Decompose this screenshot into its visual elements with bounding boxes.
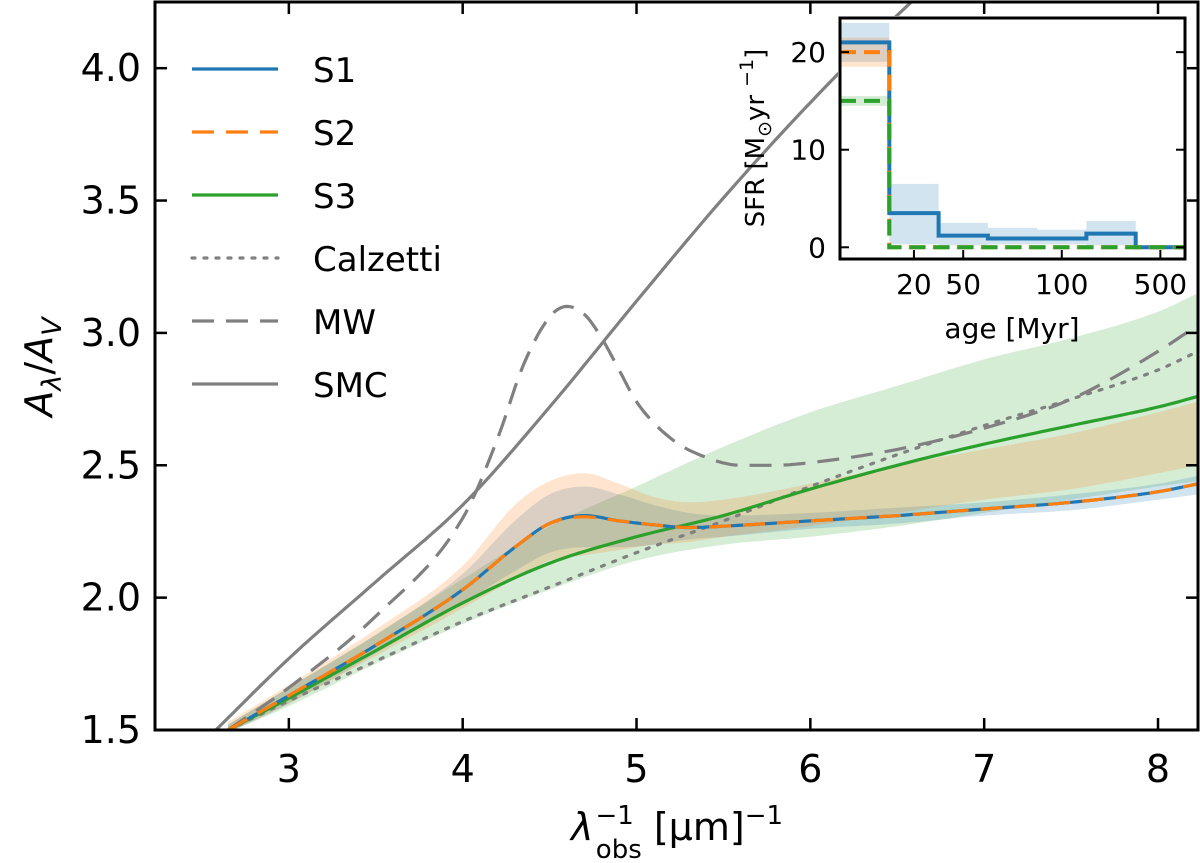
x-tick-label: 5 [624,747,648,791]
main-axes [153,0,1200,732]
inset-step-s3 [840,98,1185,250]
y-tick-label: 2.0 [81,576,141,620]
y-label-a: A [17,391,61,420]
line-mw [227,304,1198,730]
inset-x-tick-label: 100 [1035,268,1088,301]
band-s2 [228,401,1198,730]
legend-label-calzetti: Calzetti [313,240,442,280]
x-label-unit: [μm] [642,805,745,849]
y-axis-label: Aλ/AV [17,315,68,420]
x-tick-label: 8 [1146,747,1170,791]
inset-y-label-main: SFR [M [741,137,771,227]
inset-x-tick-label: 20 [896,268,932,301]
line-s2 [227,482,1198,730]
inset-x-axis-label: age [Myr] [944,312,1079,345]
inset-sfr-chart: 20 50 100 500 0 10 20 age [Myr] SFR [M⊙yr −1] [736,16,1187,345]
y-label-a2: A [17,336,61,365]
y-label-lambda: λ [37,375,68,393]
band-s3 [228,293,1198,730]
x-axis-label: λ−1 obs [μm]−1 [569,801,783,863]
inset-band-s1 [987,227,1038,245]
y-label-slash: / [17,362,61,375]
y-tick-label: 1.5 [81,708,141,752]
main-ticks: 3 4 5 6 7 8 1.5 2.0 2.5 3.0 3.5 4.0 [81,2,1198,791]
inset-background [838,16,1187,261]
y-label-v: V [37,315,68,336]
x-label-sub: obs [596,835,642,863]
main-curves [214,2,1198,730]
inset-plot-frame [838,16,1187,261]
x-label-unit-sup: −1 [745,801,783,831]
inset-x-tick-label: 50 [945,268,981,301]
inset-y-label-sub: ⊙ [754,121,776,137]
legend-label-s2: S2 [313,114,356,154]
legend: S1 S2 S3 Calzetti MW SMC [190,51,442,406]
legend-label-mw: MW [313,303,376,343]
inset-y-label-sup: −1 [736,59,758,87]
inset-steps [840,40,1185,250]
x-tick-label: 7 [972,747,996,791]
legend-label-smc: SMC [313,366,388,406]
inset-y-tick-label: 10 [790,134,826,167]
main-plot-frame [153,0,1200,732]
x-tick-label: 3 [277,747,301,791]
x-tick-label: 4 [451,747,475,791]
y-tick-label: 3.0 [81,311,141,355]
x-tick-label: 6 [798,747,822,791]
y-tick-label: 3.5 [81,179,141,223]
legend-label-s1: S1 [313,51,356,91]
inset-y-tick-label: 0 [808,231,826,264]
main-uncertainty-bands [228,293,1198,730]
inset-y-label-tail: yr [741,95,771,121]
line-s3 [227,394,1198,730]
inset-y-axis-label: SFR [M⊙yr −1] [736,49,776,228]
inset-step-s1 [840,40,1185,250]
inset-axes [838,16,1187,261]
line-smc [214,2,914,730]
inset-y-tick-label: 20 [790,36,826,69]
legend-label-s3: S3 [313,177,356,217]
y-tick-label: 2.5 [81,443,141,487]
x-label-sup: −1 [595,801,633,831]
inset-y-label-close: ] [741,49,771,59]
y-tick-label: 4.0 [81,46,141,90]
inset-x-tick-label: 500 [1134,268,1187,301]
inset-ticks: 20 50 100 500 0 10 20 [790,36,1187,301]
x-label-lambda: λ [569,805,594,849]
